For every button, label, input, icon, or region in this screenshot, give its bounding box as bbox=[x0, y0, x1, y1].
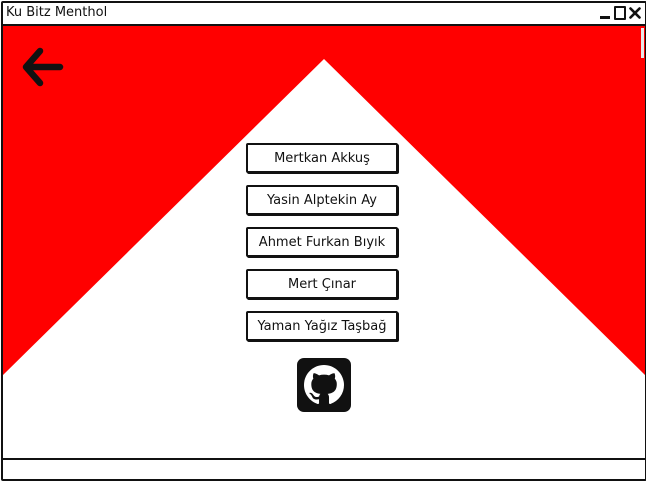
scrollbar[interactable] bbox=[641, 28, 644, 58]
title-bar: Ku Bitz Menthol bbox=[3, 3, 645, 26]
window-controls bbox=[599, 5, 641, 21]
window-title: Ku Bitz Menthol bbox=[6, 5, 108, 20]
main-content: Mertkan Akkuş Yasin Alptekin Ay Ahmet Fu… bbox=[3, 26, 645, 457]
member-button-yasin[interactable]: Yasin Alptekin Ay bbox=[246, 185, 398, 215]
close-icon bbox=[629, 7, 641, 19]
member-button-ahmet[interactable]: Ahmet Furkan Bıyık bbox=[246, 227, 398, 257]
minimize-icon bbox=[600, 15, 610, 19]
close-button[interactable] bbox=[629, 6, 641, 20]
member-button-yaman[interactable]: Yaman Yağız Taşbağ bbox=[246, 311, 398, 341]
back-button[interactable] bbox=[20, 45, 64, 89]
arrow-left-icon bbox=[22, 47, 64, 87]
background-graphic bbox=[3, 26, 645, 375]
minimize-button[interactable] bbox=[599, 6, 611, 20]
maximize-icon bbox=[614, 6, 626, 20]
member-button-mert[interactable]: Mert Çınar bbox=[246, 269, 398, 299]
member-button-mertkan[interactable]: Mertkan Akkuş bbox=[246, 143, 398, 173]
github-button[interactable] bbox=[297, 358, 351, 412]
maximize-button[interactable] bbox=[614, 6, 626, 20]
github-icon bbox=[304, 365, 344, 405]
red-chevron-shape bbox=[3, 26, 645, 375]
status-bar bbox=[3, 458, 645, 479]
